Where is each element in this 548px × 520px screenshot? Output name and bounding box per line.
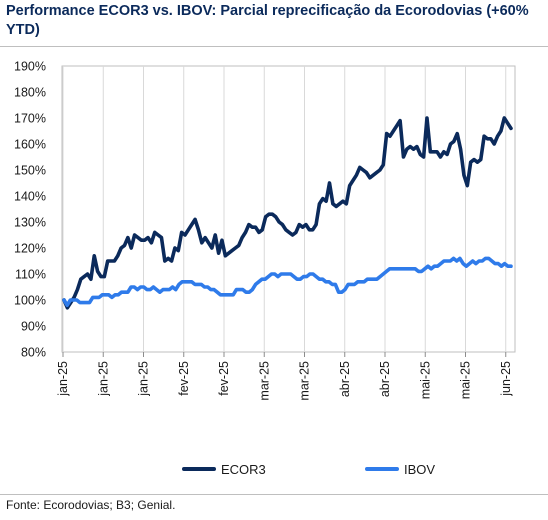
x-tick-label: abr-25 bbox=[338, 361, 352, 397]
y-tick-label: 160% bbox=[14, 138, 46, 152]
series-line-ecor3 bbox=[62, 116, 513, 310]
series-line-ibov bbox=[62, 256, 513, 308]
top-divider bbox=[0, 46, 548, 47]
legend-label-ibov: IBOV bbox=[404, 462, 435, 477]
y-tick-label: 110% bbox=[15, 268, 46, 282]
source-note: Fonte: Ecorodovias; B3; Genial. bbox=[6, 498, 176, 512]
plot-frame bbox=[61, 65, 516, 353]
y-tick-label: 190% bbox=[14, 60, 46, 74]
y-tick-label: 120% bbox=[14, 242, 46, 256]
y-tick-label: 140% bbox=[14, 190, 46, 204]
x-tick-label: mai-25 bbox=[418, 361, 432, 399]
x-tick-label: fev-25 bbox=[217, 361, 231, 396]
bottom-divider bbox=[0, 494, 548, 495]
y-tick-label: 90% bbox=[21, 320, 46, 334]
y-tick-label: 180% bbox=[14, 86, 46, 100]
y-tick-label: 170% bbox=[14, 112, 46, 126]
legend-label-ecor3: ECOR3 bbox=[221, 462, 266, 477]
x-tick-label: jan-25 bbox=[137, 361, 151, 397]
y-tick-label: 130% bbox=[14, 216, 46, 230]
x-tick-label: mar-25 bbox=[298, 361, 312, 401]
y-tick-label: 150% bbox=[14, 164, 46, 178]
performance-chart: jan-25 jan-25 jan-25 fev-25 fev-25 mar-25 mar-… bbox=[14, 60, 516, 477]
y-tick-label: 100% bbox=[14, 294, 46, 308]
x-tick-label: jan-25 bbox=[96, 361, 110, 397]
x-tick-label: jan-25 bbox=[56, 361, 70, 397]
x-tick-label: mar-25 bbox=[257, 361, 271, 401]
x-tick-label: jun-25 bbox=[499, 361, 513, 397]
x-tick-label: abr-25 bbox=[378, 361, 392, 397]
x-tick-label: mai-25 bbox=[459, 361, 473, 399]
x-tick-label: fev-25 bbox=[177, 361, 191, 396]
y-tick-label: 80% bbox=[21, 346, 46, 360]
chart-title: Performance ECOR3 vs. IBOV: Parcial repr… bbox=[6, 3, 529, 38]
